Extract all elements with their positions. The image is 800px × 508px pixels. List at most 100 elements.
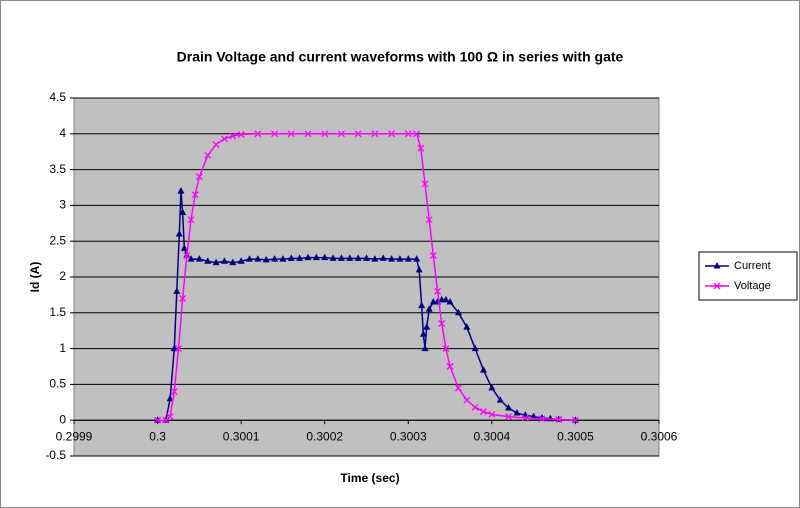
data-point [471,403,479,411]
data-point [425,305,433,312]
data-point [179,295,187,302]
data-point [571,416,579,424]
data-point [354,254,362,261]
data-point [371,255,379,262]
data-point [513,409,521,416]
data-point [337,254,345,261]
data-point [229,258,237,266]
data-point [488,411,496,418]
data-point [454,384,462,392]
data-point [442,295,450,303]
data-point [237,131,245,138]
data-point [180,244,188,251]
data-point [179,208,187,216]
data-point [187,255,195,262]
data-point [488,383,496,391]
data-point [204,257,212,264]
data-point [154,416,162,424]
data-point [271,130,279,138]
data-point [220,135,228,143]
data-point [555,416,563,423]
data-point [471,344,479,352]
y-tick-label: 0.5 [49,377,66,391]
y-tick-label: 2 [59,269,66,283]
data-point [304,130,312,138]
legend-marker [713,282,721,290]
data-point [195,173,203,181]
x-axis-label: Time (sec) [340,471,399,485]
data-point [337,130,345,138]
data-point [204,151,212,159]
legend-marker [713,262,721,269]
data-point [271,255,279,262]
y-tick-label: 1.5 [49,305,66,319]
y-tick-label: 0 [59,412,66,426]
data-point [423,323,431,330]
data-point [496,396,504,403]
y-tick-label: 2.5 [49,233,66,247]
data-point [175,345,182,353]
legend-label: Current [734,260,771,272]
data-point [346,254,354,261]
data-point [442,345,450,353]
y-tick-label: 3.5 [49,162,66,176]
data-point [170,388,178,396]
x-tick-label: 0.3 [149,429,166,443]
data-point [329,254,337,261]
data-point [463,396,471,404]
y-tick-label: 4.5 [49,90,66,104]
data-point [304,253,312,261]
data-point [279,255,287,262]
data-point [419,330,427,337]
data-point [296,254,304,261]
x-tick-label: 0.3003 [390,429,427,443]
data-point [463,323,471,330]
data-point [287,130,295,138]
data-point [254,255,262,262]
data-point [521,414,529,422]
data-point [246,255,253,262]
data-point [425,216,433,224]
data-point [530,412,538,420]
data-point [191,191,199,199]
chart-title: Drain Voltage and current waveforms with… [177,49,624,65]
legend [698,251,798,301]
data-point [177,187,185,194]
y-tick-label: -0.5 [45,448,66,462]
y-tick-label: 3 [59,198,66,212]
x-tick-label: 0.3001 [223,429,260,443]
data-point [183,252,191,259]
data-point [220,257,228,264]
data-point [237,257,245,264]
data-point [404,255,412,262]
data-point [354,130,362,138]
data-point [505,413,513,421]
data-point [170,344,178,352]
data-point [421,344,429,352]
data-point [480,408,487,416]
data-point [418,301,426,309]
x-tick-label: 0.3005 [557,429,594,443]
data-point [438,320,446,327]
data-point [413,130,421,138]
data-point [434,287,441,295]
data-point [229,132,237,140]
data-point [413,255,421,262]
data-point [363,254,370,261]
data-point [396,255,404,262]
y-tick-label: 4 [59,126,66,140]
data-point [175,230,183,237]
data-point [505,404,513,411]
data-point [538,415,546,423]
data-point [321,130,329,138]
data-point [454,308,462,316]
data-point [195,255,203,262]
x-tick-label: 0.3002 [306,429,343,443]
data-point [429,252,437,259]
data-point [254,130,262,138]
data-point [173,287,181,294]
data-point [166,394,174,402]
data-point [379,254,387,261]
data-point [415,265,423,273]
